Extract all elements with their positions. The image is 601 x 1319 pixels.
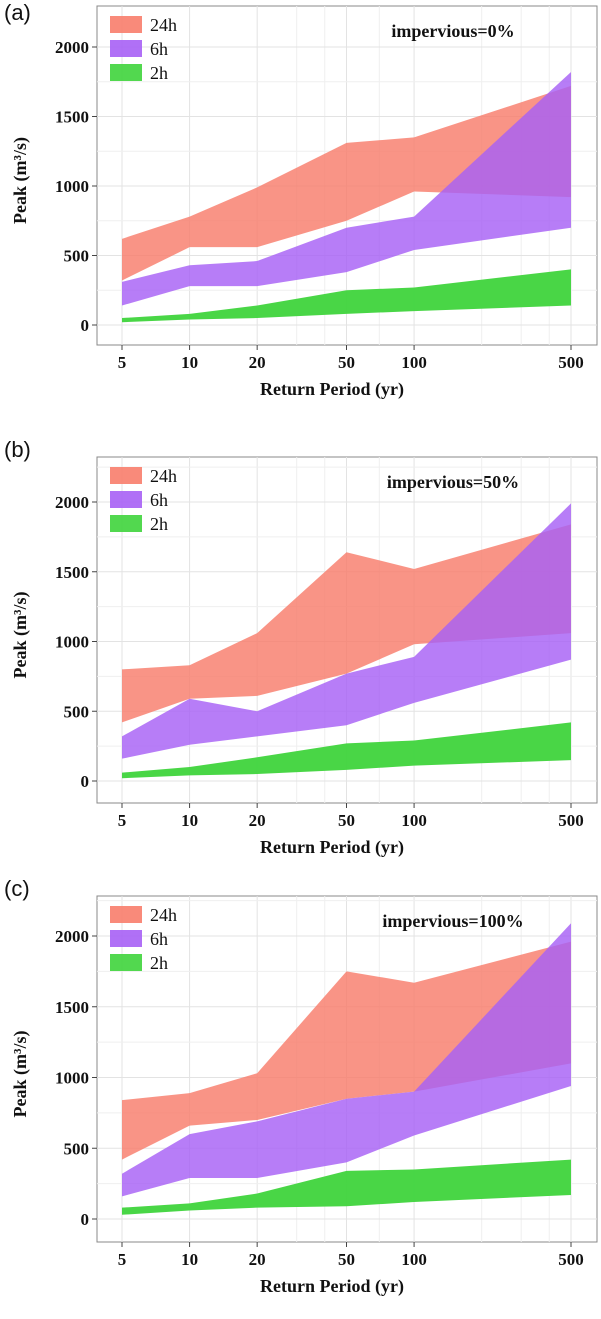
legend-swatch-24h [110, 906, 142, 923]
legend-swatch-24h [110, 467, 142, 484]
x-tick-label: 20 [249, 1250, 266, 1269]
y-tick-label: 1500 [55, 563, 89, 582]
y-tick-label: 2000 [55, 493, 89, 512]
x-tick-label: 500 [558, 353, 584, 372]
legend-swatch-6h [110, 930, 142, 947]
band-2h [122, 269, 571, 323]
band-2h [122, 1159, 571, 1215]
legend: 24h 6h 2h [110, 15, 177, 83]
legend-label-2h: 2h [150, 63, 168, 83]
legend-swatch-2h [110, 515, 142, 532]
panel-label: (c) [4, 876, 30, 901]
x-tick-label: 100 [401, 811, 427, 830]
legend-label-2h: 2h [150, 514, 168, 534]
legend-swatch-2h [110, 64, 142, 81]
x-axis-label: Return Period (yr) [260, 837, 404, 858]
y-tick-label: 0 [81, 772, 90, 791]
x-axis-label: Return Period (yr) [260, 1276, 404, 1297]
legend-label-2h: 2h [150, 953, 168, 973]
x-tick-label: 50 [338, 811, 355, 830]
x-tick-label: 20 [249, 811, 266, 830]
legend-label-24h: 24h [150, 466, 177, 486]
y-tick-label: 0 [81, 1210, 90, 1229]
x-tick-label: 100 [401, 353, 427, 372]
legend-label-6h: 6h [150, 490, 168, 510]
y-tick-label: 500 [64, 247, 90, 266]
x-tick-label: 10 [181, 1250, 198, 1269]
band-6h [122, 503, 571, 759]
y-tick-label: 1000 [55, 177, 89, 196]
band-24h [122, 85, 571, 281]
chart-svg: 5 10 20 50 100 500 0 500 1000 1500 2000 Return Peri… [10, 5, 598, 400]
annotation: impervious=0% [391, 21, 514, 41]
legend-label-6h: 6h [150, 39, 168, 59]
y-tick-label: 1000 [55, 1069, 89, 1088]
legend-swatch-6h [110, 40, 142, 57]
x-tick-label: 5 [118, 353, 127, 372]
legend-swatch-6h [110, 491, 142, 508]
legend: 24h 6h 2h [110, 466, 177, 534]
x-tick-label: 5 [118, 811, 127, 830]
y-tick-label: 1500 [55, 108, 89, 127]
legend-label-24h: 24h [150, 905, 177, 925]
y-axis-label: Peak (m³/s) [10, 1031, 31, 1118]
x-axis-label: Return Period (yr) [260, 379, 404, 400]
chart-svg: 5 10 20 50 100 500 0 500 1000 1500 2000 Return Peri… [10, 895, 598, 1297]
y-tick-label: 2000 [55, 927, 89, 946]
legend-label-24h: 24h [150, 15, 177, 35]
x-tick-label: 20 [249, 353, 266, 372]
x-tick-label: 50 [338, 1250, 355, 1269]
band-24h [122, 524, 571, 723]
annotation: impervious=100% [382, 911, 523, 931]
legend-label-6h: 6h [150, 929, 168, 949]
annotation: impervious=50% [387, 472, 519, 492]
panel-label: (a) [4, 0, 31, 25]
y-tick-label: 500 [64, 702, 90, 721]
chart-panel-b: 5 10 20 50 100 500 0 500 1000 1500 2000 Return Peri… [0, 437, 601, 877]
y-tick-label: 1000 [55, 633, 89, 652]
legend-swatch-2h [110, 954, 142, 971]
band-6h [122, 72, 571, 306]
band-6h [122, 923, 571, 1197]
x-tick-label: 500 [558, 811, 584, 830]
chart-panel-a: 5 10 20 50 100 500 0 500 1000 1500 2000 Return Peri… [0, 0, 601, 440]
legend: 24h 6h 2h [110, 905, 177, 973]
y-tick-label: 0 [81, 316, 90, 335]
y-axis-label: Peak (m³/s) [10, 592, 31, 679]
y-axis-label: Peak (m³/s) [10, 137, 31, 224]
chart-panel-c: 5 10 20 50 100 500 0 500 1000 1500 2000 Return Peri… [0, 876, 601, 1316]
x-tick-label: 500 [558, 1250, 584, 1269]
chart-svg: 5 10 20 50 100 500 0 500 1000 1500 2000 Return Peri… [10, 456, 598, 858]
x-tick-label: 10 [181, 353, 198, 372]
y-tick-label: 1500 [55, 998, 89, 1017]
panel-label: (b) [4, 437, 31, 462]
x-tick-label: 100 [401, 1250, 427, 1269]
band-2h [122, 722, 571, 779]
x-tick-label: 50 [338, 353, 355, 372]
band-24h [122, 941, 571, 1160]
x-tick-label: 10 [181, 811, 198, 830]
x-tick-label: 5 [118, 1250, 127, 1269]
legend-swatch-24h [110, 16, 142, 33]
y-tick-label: 2000 [55, 38, 89, 57]
y-tick-label: 500 [64, 1139, 90, 1158]
